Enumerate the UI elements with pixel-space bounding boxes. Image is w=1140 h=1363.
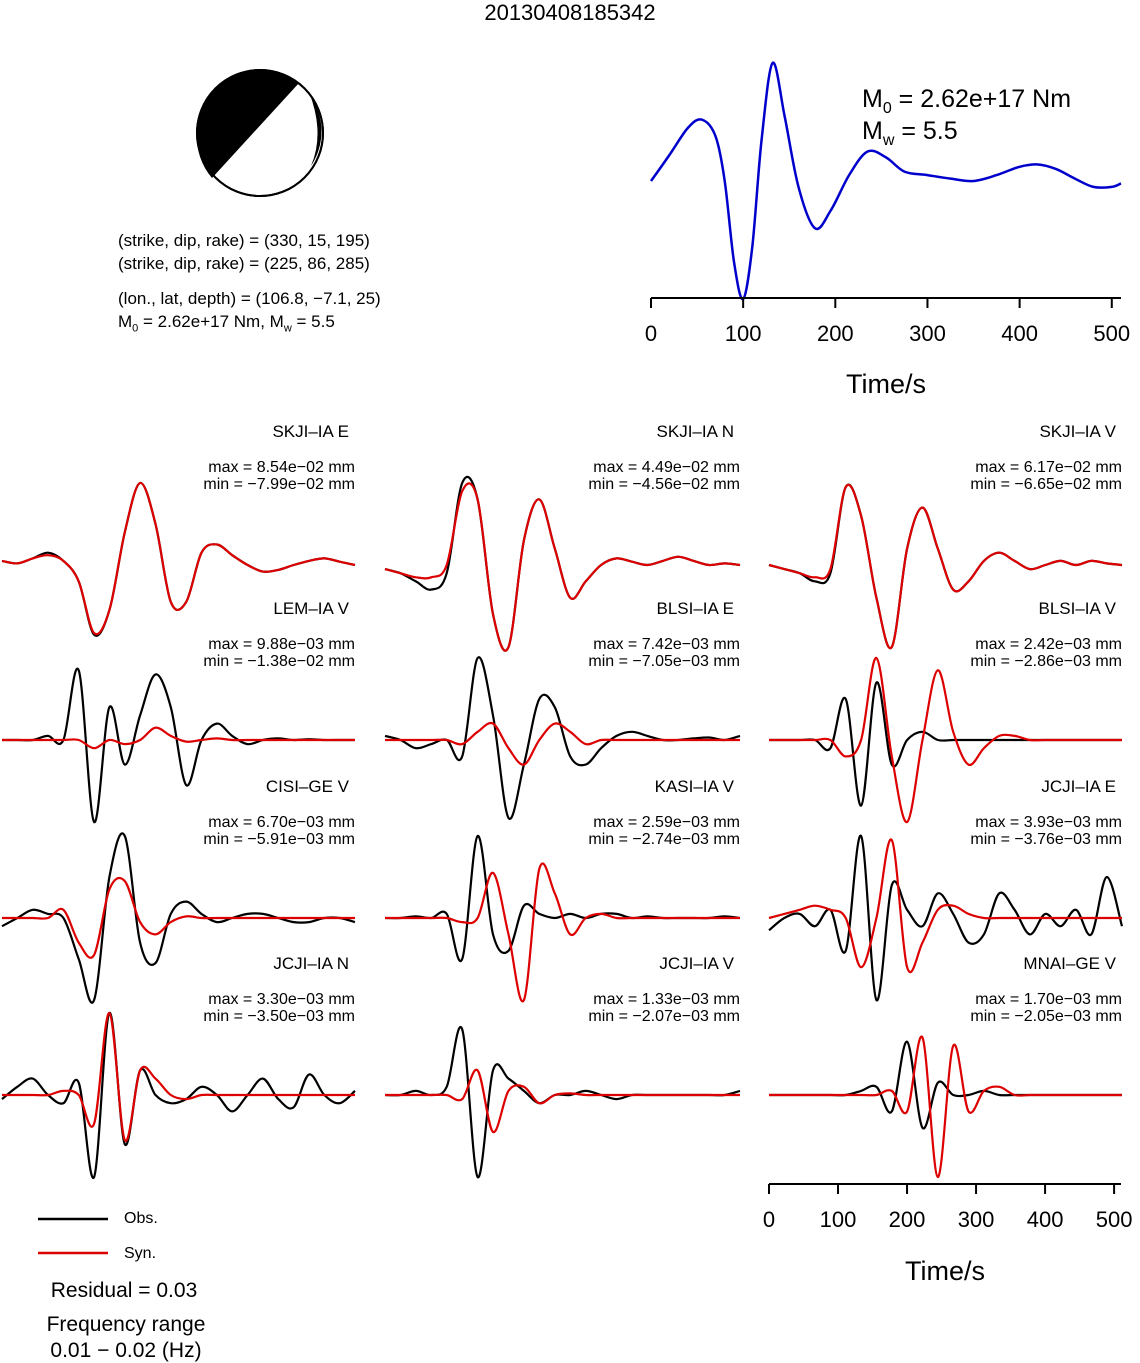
event-title: 20130408185342 [484, 0, 656, 25]
waveform-tick-label: 200 [888, 1207, 926, 1232]
m0-value: = 2.62e+17 Nm, M [138, 312, 284, 331]
syn-trace [385, 862, 740, 1003]
waveform-tick-label: 500 [1095, 1207, 1133, 1232]
obs-trace [384, 1025, 741, 1179]
min-label: min = −7.05e−03 mm [588, 653, 740, 670]
max-label: max = 3.30e−03 mm [208, 991, 355, 1008]
min-label: min = −3.76e−03 mm [970, 831, 1122, 848]
max-label: max = 6.17e−02 mm [975, 459, 1122, 476]
moment-rate-tick-label: 100 [724, 321, 762, 346]
max-label: max = 9.88e−03 mm [208, 636, 355, 653]
max-label: max = 3.93e−03 mm [975, 814, 1122, 831]
waveform-tick-label: 0 [762, 1207, 776, 1232]
obs-trace [1, 832, 356, 1004]
moment-rate-mw: Mw = 5.5 [862, 116, 958, 156]
min-label: min = −1.38e−02 mm [203, 653, 355, 670]
station-label: SKJI–IA V [1039, 422, 1116, 441]
min-label: min = −4.56e−02 mm [588, 476, 740, 493]
syn-trace [1, 1011, 355, 1142]
min-label: min = −6.65e−02 mm [970, 476, 1122, 493]
mr-m0-value: = 2.62e+17 Nm [891, 85, 1072, 113]
station-label: JCJI–IA E [1041, 777, 1116, 796]
legend-swatches [38, 1217, 108, 1255]
syn-trace [384, 721, 740, 766]
residual-label: Residual = 0.03 [50, 1279, 198, 1302]
mr-mw-label: M [862, 117, 883, 145]
syn-trace [768, 483, 1123, 650]
mw-value: = 5.5 [291, 312, 335, 331]
waveform-tick-label: 400 [1026, 1207, 1064, 1232]
max-label: max = 4.49e−02 mm [593, 459, 740, 476]
min-label: min = −5.91e−03 mm [203, 831, 355, 848]
max-label: max = 1.33e−03 mm [593, 991, 740, 1008]
min-label: min = −2.74e−03 mm [588, 831, 740, 848]
station-label: SKJI–IA E [272, 422, 349, 441]
moment-rate-m0: M0 = 2.62e+17 Nm [862, 84, 1071, 124]
min-label: min = −2.05e−03 mm [970, 1008, 1122, 1025]
syn-trace [768, 1035, 1122, 1179]
syn-trace [1, 481, 356, 636]
min-label: min = −2.07e−03 mm [588, 1008, 740, 1025]
moment-magnitude-line: M0 = 2.62e+17 Nm, Mw = 5.5 [118, 312, 335, 338]
nodal-plane-1: (strike, dip, rake) = (330, 15, 195) [118, 231, 370, 250]
m0-sub: 0 [132, 322, 139, 335]
station-label: LEM–IA V [273, 599, 349, 618]
syn-trace [384, 1068, 740, 1134]
moment-rate-curve [649, 61, 1122, 301]
max-label: max = 1.70e−03 mm [975, 991, 1122, 1008]
moment-rate-tick-label: 300 [909, 321, 946, 346]
syn-trace [768, 838, 1122, 974]
station-label: MNAI–GE V [1023, 954, 1116, 973]
station-label: BLSI–IA V [1038, 599, 1117, 618]
max-label: max = 6.70e−03 mm [208, 814, 355, 831]
moment-rate-tick-label: 500 [1093, 321, 1131, 346]
syn-trace [768, 656, 1122, 824]
mw-sub: w [283, 322, 292, 335]
waveform-tick-label: 300 [957, 1207, 995, 1232]
obs-trace [1, 667, 355, 824]
beachball-icon [196, 69, 324, 197]
waveform-tick-label: 100 [819, 1207, 857, 1232]
obs-trace [384, 475, 741, 652]
mr-m0-label: M [862, 85, 883, 113]
max-label: max = 8.54e−02 mm [208, 459, 355, 476]
legend-obs-label: Obs. [124, 1210, 158, 1227]
moment-rate-tick-label: 200 [816, 321, 854, 346]
hypocenter: (lon., lat, depth) = (106.8, −7.1, 25) [118, 289, 381, 308]
max-label: max = 2.42e−03 mm [975, 636, 1122, 653]
obs-trace [384, 834, 741, 963]
min-label: min = −2.86e−03 mm [970, 653, 1122, 670]
syn-trace [1, 726, 355, 750]
legend-syn-label: Syn. [124, 1245, 157, 1262]
station-label: JCJI–IA N [273, 954, 349, 973]
station-label: CISI–GE V [265, 777, 349, 796]
moment-rate-tick-label: 400 [1001, 321, 1038, 346]
waveform-axis-title: Time/s [905, 1256, 985, 1286]
station-label: KASI–IA V [654, 777, 734, 796]
frequency-range-value: 0.01 − 0.02 (Hz) [50, 1339, 202, 1362]
station-label: SKJI–IA N [656, 422, 734, 441]
frequency-range-title: Frequency range [46, 1313, 206, 1336]
station-label: BLSI–IA E [656, 599, 735, 618]
nodal-plane-2: (strike, dip, rake) = (225, 86, 285) [118, 254, 370, 273]
min-label: min = −7.99e−02 mm [203, 476, 355, 493]
m0-label: M [118, 312, 133, 331]
station-label: JCJI–IA V [659, 954, 734, 973]
obs-trace [768, 483, 1123, 650]
mr-mw-value: = 5.5 [894, 117, 958, 145]
max-label: max = 2.59e−03 mm [593, 814, 740, 831]
min-label: min = −3.50e−03 mm [203, 1008, 355, 1025]
moment-rate-tick-label: 0 [644, 321, 658, 346]
mr-m0-sub: 0 [882, 100, 892, 117]
syn-trace [384, 482, 741, 652]
mr-mw-sub: w [882, 132, 895, 149]
max-label: max = 7.42e−03 mm [593, 636, 740, 653]
moment-rate-axis-title: Time/s [846, 369, 926, 399]
obs-trace [1, 1011, 356, 1179]
syn-trace [2, 876, 355, 959]
